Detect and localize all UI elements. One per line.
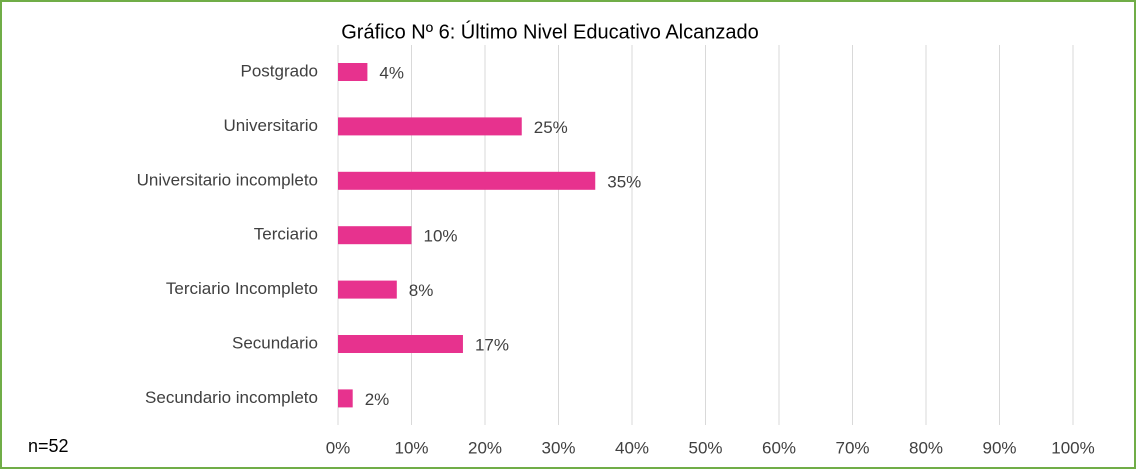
data-label: 35%: [607, 172, 641, 191]
y-tick-label: Universitario incompleto: [137, 170, 318, 189]
bar: [338, 226, 412, 245]
bar: [338, 63, 368, 81]
x-tick-label: 60%: [762, 438, 796, 457]
bar: [338, 389, 353, 408]
chart-title: Gráfico Nº 6: Último Nivel Educativo Alc…: [341, 20, 758, 43]
y-tick-label: Terciario: [254, 225, 318, 244]
x-tick-label: 70%: [835, 438, 869, 457]
x-tick-label: 10%: [394, 438, 428, 457]
x-tick-label: 20%: [468, 438, 502, 457]
x-tick-label: 50%: [688, 438, 722, 457]
bar: [338, 171, 596, 190]
x-tick-label: 80%: [909, 438, 943, 457]
data-label: 10%: [424, 227, 458, 246]
x-tick-label: 90%: [982, 438, 1016, 457]
x-tick-label: 0%: [326, 438, 351, 457]
data-label: 4%: [379, 63, 404, 82]
y-tick-label: Secundario incompleto: [145, 388, 318, 407]
annotation: n=52: [28, 436, 69, 456]
data-label: 2%: [365, 390, 390, 409]
y-tick-label: Universitario: [224, 116, 318, 135]
y-tick-label: Postgrado: [241, 61, 319, 80]
data-label: 8%: [409, 281, 434, 300]
bar: [338, 335, 463, 353]
data-label: 25%: [534, 118, 568, 137]
data-label: 17%: [475, 335, 509, 354]
bar: [338, 280, 397, 299]
y-tick-label: Secundario: [232, 333, 318, 352]
x-tick-label: 100%: [1051, 438, 1094, 457]
y-tick-label: Terciario Incompleto: [166, 279, 318, 298]
x-tick-label: 40%: [615, 438, 649, 457]
bar: [338, 117, 522, 136]
x-tick-label: 30%: [541, 438, 575, 457]
